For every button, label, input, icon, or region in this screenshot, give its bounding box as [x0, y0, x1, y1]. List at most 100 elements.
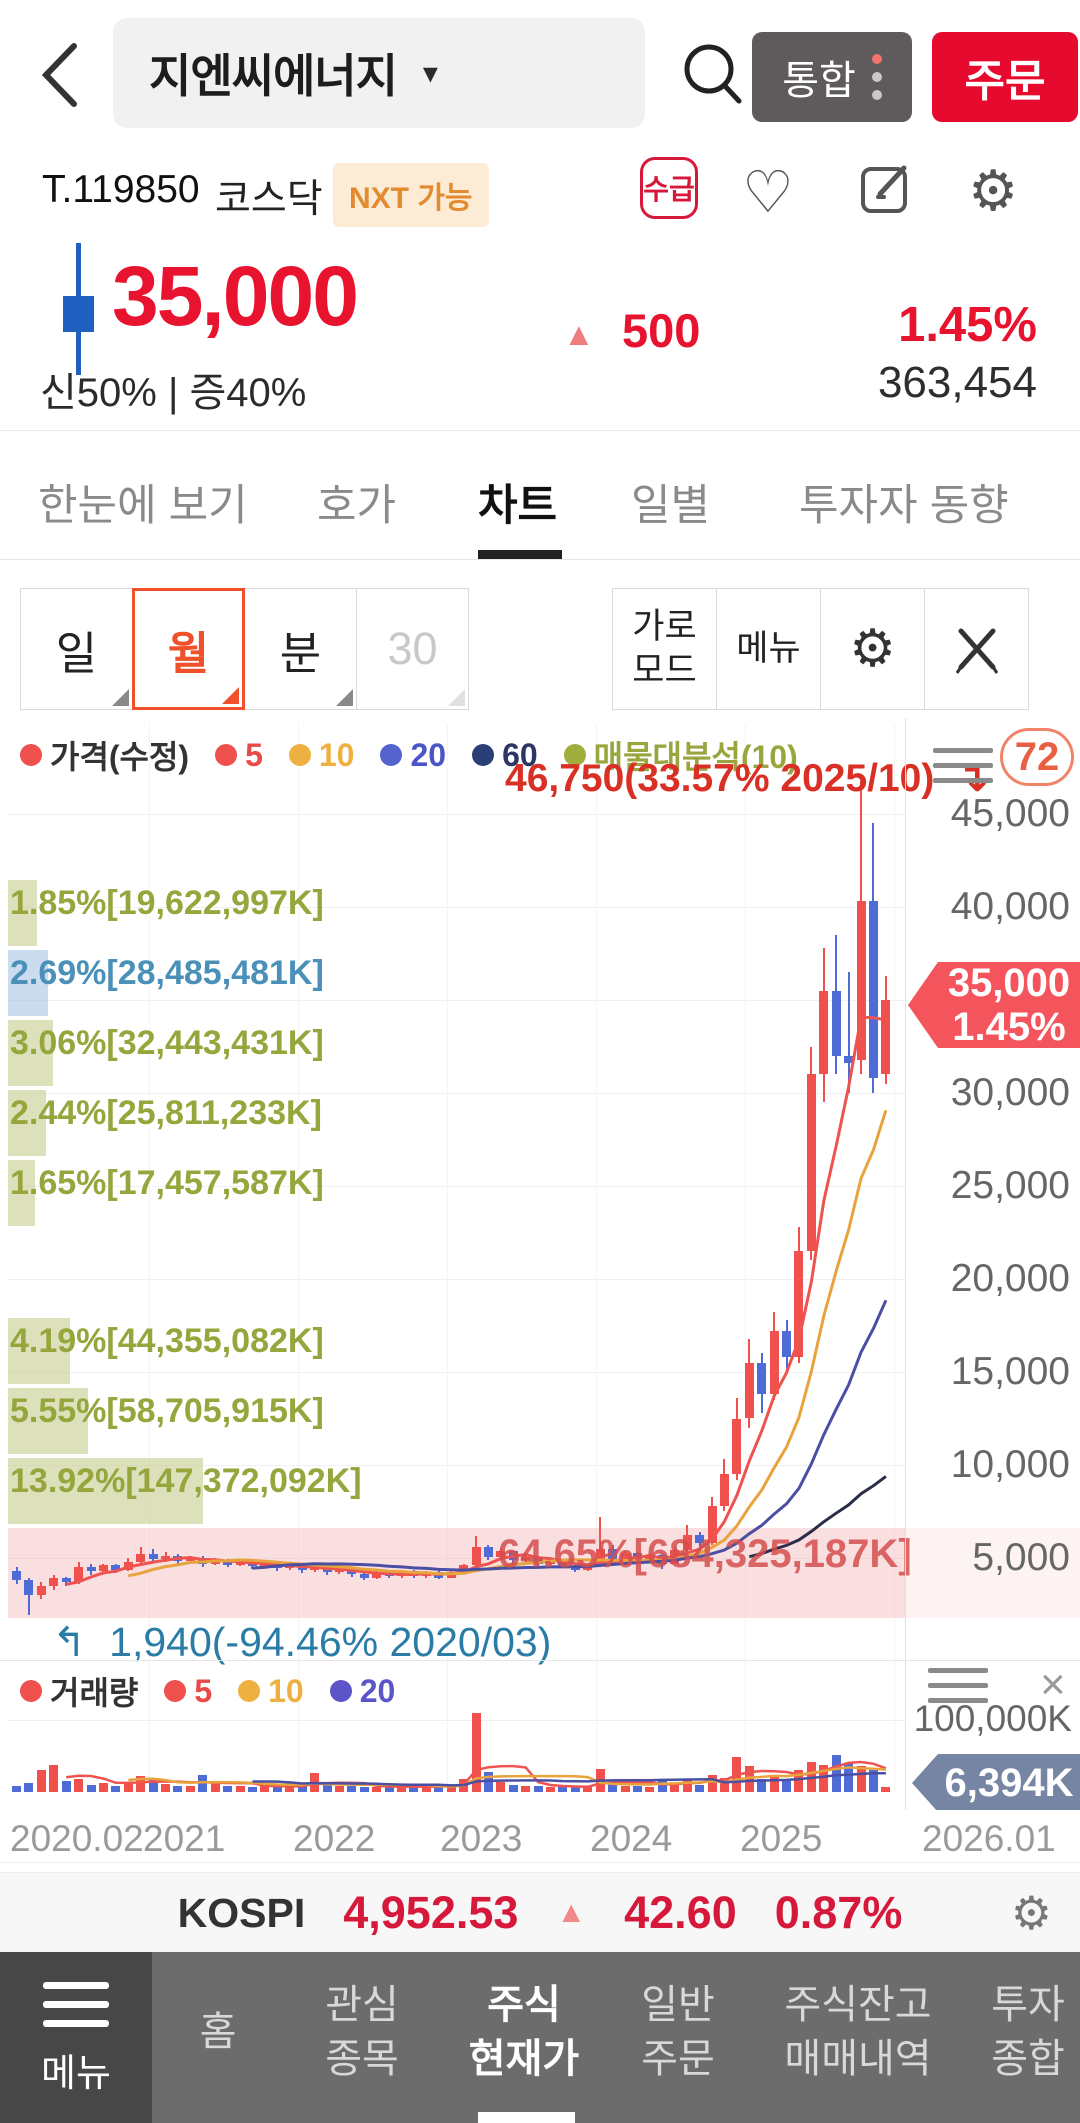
kospi-change-pct: 0.87%	[774, 1887, 903, 1938]
candle-body	[521, 1557, 531, 1561]
stock-name-selector[interactable]: 지엔씨에너지 ▾	[113, 18, 645, 128]
volume-bar	[235, 1786, 245, 1792]
gridline-v	[745, 724, 746, 1792]
profile-label: 2.44%[25,811,233K]	[10, 1094, 322, 1132]
ma-line-60	[748, 1475, 887, 1559]
y-tick: 5,000	[972, 1536, 1070, 1579]
back-icon[interactable]	[38, 42, 82, 108]
tab-bar: 한눈에 보기 호가 차트 일별 투자자 동향	[0, 430, 1080, 560]
tab-0[interactable]: 한눈에 보기	[38, 482, 248, 530]
candle-body	[285, 1565, 295, 1569]
nav-menu-button[interactable]: 메뉴	[0, 1952, 152, 2123]
volume-bar	[285, 1785, 295, 1792]
close-icon[interactable]: ×	[1040, 1660, 1066, 1709]
legend-item: 5	[164, 1673, 212, 1710]
more-dots-icon	[871, 54, 882, 100]
volume-bar	[881, 1787, 891, 1792]
candle-body	[782, 1331, 792, 1358]
y-tick: 25,000	[950, 1164, 1070, 1207]
volume-bar	[173, 1785, 183, 1792]
bottom-nav: 메뉴 홈 관심 종목 주식 현재가 일반 주문 주식잔고 매매내역 투자 종합	[0, 1952, 1080, 2123]
gear-icon[interactable]: ⚙	[968, 159, 1019, 222]
profile-bar	[8, 950, 48, 1016]
search-icon[interactable]	[682, 42, 744, 106]
tab-2[interactable]: 차트	[478, 482, 558, 530]
volume-profile-band-ext	[905, 1528, 1080, 1618]
interval-월[interactable]: 월	[132, 588, 245, 710]
unified-label: 통합	[782, 59, 856, 103]
candle-body	[868, 901, 878, 1079]
volume-bar	[546, 1786, 556, 1792]
nav-item-5[interactable]: 투자 종합	[991, 1983, 1065, 2081]
draw-tools-icon	[955, 628, 998, 674]
candle-body	[682, 1534, 692, 1550]
candle-body	[161, 1556, 171, 1560]
volume-bar	[794, 1770, 804, 1792]
legend-dot-icon	[238, 1680, 261, 1702]
candle-count-badge[interactable]: 72	[1000, 728, 1074, 786]
x-axis-strip	[0, 1810, 1080, 1863]
chart-menu-icon[interactable]	[933, 748, 993, 793]
volume-bar	[757, 1779, 767, 1792]
volume-bar	[61, 1781, 71, 1792]
tab-1[interactable]: 호가	[317, 482, 397, 530]
nav-item-3[interactable]: 일반 주문	[641, 1983, 715, 2081]
volume-bar	[682, 1780, 692, 1792]
nav-item-1[interactable]: 관심 종목	[325, 1983, 399, 2081]
volume-bar	[347, 1786, 357, 1792]
axis-border	[905, 718, 906, 1810]
gridline-v	[894, 724, 895, 1792]
candle-body	[757, 1362, 767, 1395]
volume-bar	[334, 1785, 344, 1792]
profile-bar	[8, 880, 37, 946]
candle-body	[36, 1585, 46, 1596]
volume-bar	[272, 1786, 282, 1792]
tool-메뉴[interactable]: 메뉴	[716, 588, 821, 710]
supply-demand-badge[interactable]: 수급	[640, 157, 698, 219]
profile-bar	[8, 1020, 53, 1086]
volume-bar	[496, 1781, 506, 1792]
candle-body	[61, 1578, 71, 1583]
tool-가로모드[interactable]: 가로 모드	[612, 588, 717, 710]
nav-item-4[interactable]: 주식잔고 매매내역	[784, 1983, 932, 2081]
tab-3[interactable]: 일별	[631, 482, 711, 530]
stock-name: 지엔씨에너지	[149, 50, 398, 102]
heart-icon[interactable]: ♡	[742, 160, 794, 225]
x-tick: 2020.02	[10, 1818, 144, 1859]
gridline-v	[149, 724, 150, 1792]
nav-item-0[interactable]: 홈	[199, 2010, 237, 2054]
gridline-h	[8, 1186, 905, 1187]
volume-bar	[86, 1784, 96, 1792]
tool-draw[interactable]	[924, 588, 1029, 710]
price-change-pct: 1.45%	[898, 298, 1037, 352]
profile-label: 13.92%[147,372,092K]	[10, 1462, 362, 1500]
volume-menu-icon[interactable]	[928, 1668, 988, 1713]
volume-bar	[409, 1786, 419, 1792]
volume-bar	[707, 1774, 717, 1792]
candle-body	[744, 1362, 754, 1419]
hamburger-icon	[43, 1981, 109, 1989]
legend-item: 20	[380, 737, 446, 774]
tool-gear[interactable]: ⚙	[820, 588, 925, 710]
volume-bar	[223, 1785, 233, 1792]
volume-bar	[98, 1783, 108, 1792]
kospi-gear-icon[interactable]: ⚙	[1010, 1887, 1052, 1939]
edit-icon[interactable]	[858, 160, 914, 216]
volume-bar	[844, 1763, 854, 1792]
gridline-h	[8, 1000, 905, 1001]
tab-4[interactable]: 투자자 동향	[799, 482, 1009, 530]
candle-body	[794, 1251, 804, 1358]
profile-label: 4.19%[44,355,082K]	[10, 1322, 324, 1360]
gridline-h	[8, 1558, 905, 1559]
volume-bar	[185, 1785, 195, 1792]
nav-item-2[interactable]: 주식 현재가	[468, 1983, 580, 2081]
interval-30[interactable]: 30	[356, 588, 469, 710]
legend-item: 거래량	[20, 1668, 138, 1714]
interval-일[interactable]: 일	[20, 588, 133, 710]
unified-account-button[interactable]: 통합	[752, 32, 912, 122]
candle-body	[24, 1580, 34, 1596]
interval-분[interactable]: 분	[244, 588, 357, 710]
corner-triangle	[112, 689, 129, 706]
order-button[interactable]: 주문	[932, 32, 1078, 122]
gear-icon: ⚙	[849, 620, 896, 678]
